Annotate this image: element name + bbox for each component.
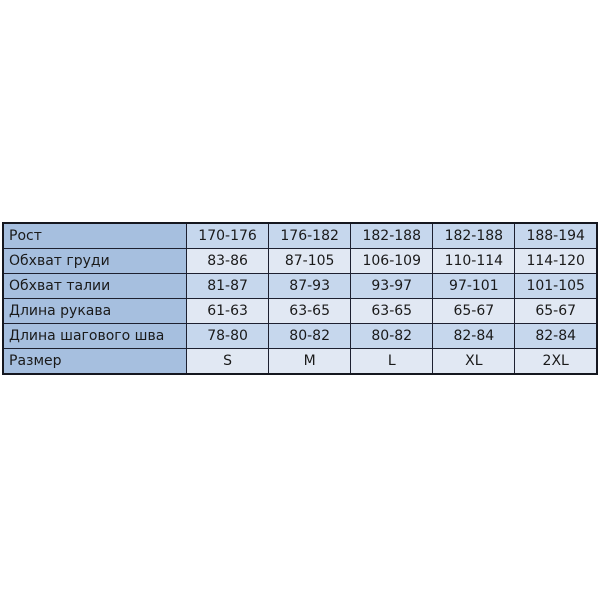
table-cell: 114-120: [514, 248, 598, 274]
table-cell: 80-82: [268, 323, 352, 349]
row-label: Рост: [2, 222, 187, 249]
table-row: Рост 170-176 176-182 182-188 182-188 188-194: [2, 222, 598, 249]
table-cell: 63-65: [268, 298, 352, 324]
table-cell: 182-188: [350, 222, 434, 249]
table-cell: 170-176: [185, 222, 270, 249]
table-cell: 87-105: [268, 248, 352, 274]
table-cell: XL: [432, 348, 516, 375]
table-cell: 65-67: [514, 298, 598, 324]
table-row: Длина шагового шва 78-80 80-82 80-82 82-84 82…: [2, 323, 598, 349]
table-cell: 78-80: [185, 323, 270, 349]
table-cell: 83-86: [185, 248, 270, 274]
table-cell: 65-67: [432, 298, 516, 324]
table-cell: 97-101: [432, 273, 516, 299]
table-row: Обхват груди 83-86 87-105 106-109 110-114 114…: [2, 248, 598, 274]
table-cell: 82-84: [432, 323, 516, 349]
table-cell: 61-63: [185, 298, 270, 324]
table-cell: 93-97: [350, 273, 434, 299]
table-row: Обхват талии 81-87 87-93 93-97 97-101 101-105: [2, 273, 598, 299]
size-chart-table: Рост 170-176 176-182 182-188 182-188 188-194 О…: [2, 222, 598, 375]
table-cell: M: [268, 348, 352, 375]
row-label: Длина шагового шва: [2, 323, 187, 349]
table-cell: 110-114: [432, 248, 516, 274]
table-cell: 106-109: [350, 248, 434, 274]
table-cell: 87-93: [268, 273, 352, 299]
table-cell: L: [350, 348, 434, 375]
table-row: Длина рукава 61-63 63-65 63-65 65-67 65-67: [2, 298, 598, 324]
table-cell: S: [185, 348, 270, 375]
row-label: Длина рукава: [2, 298, 187, 324]
row-label: Обхват груди: [2, 248, 187, 274]
row-label: Размер: [2, 348, 187, 375]
table-cell: 81-87: [185, 273, 270, 299]
table-cell: 63-65: [350, 298, 434, 324]
table-cell: 176-182: [268, 222, 352, 249]
table-row: Размер S M L XL 2XL: [2, 348, 598, 375]
table-cell: 182-188: [432, 222, 516, 249]
table-cell: 188-194: [514, 222, 598, 249]
table-cell: 101-105: [514, 273, 598, 299]
row-label: Обхват талии: [2, 273, 187, 299]
table-cell: 80-82: [350, 323, 434, 349]
table-cell: 2XL: [514, 348, 598, 375]
table-cell: 82-84: [514, 323, 598, 349]
